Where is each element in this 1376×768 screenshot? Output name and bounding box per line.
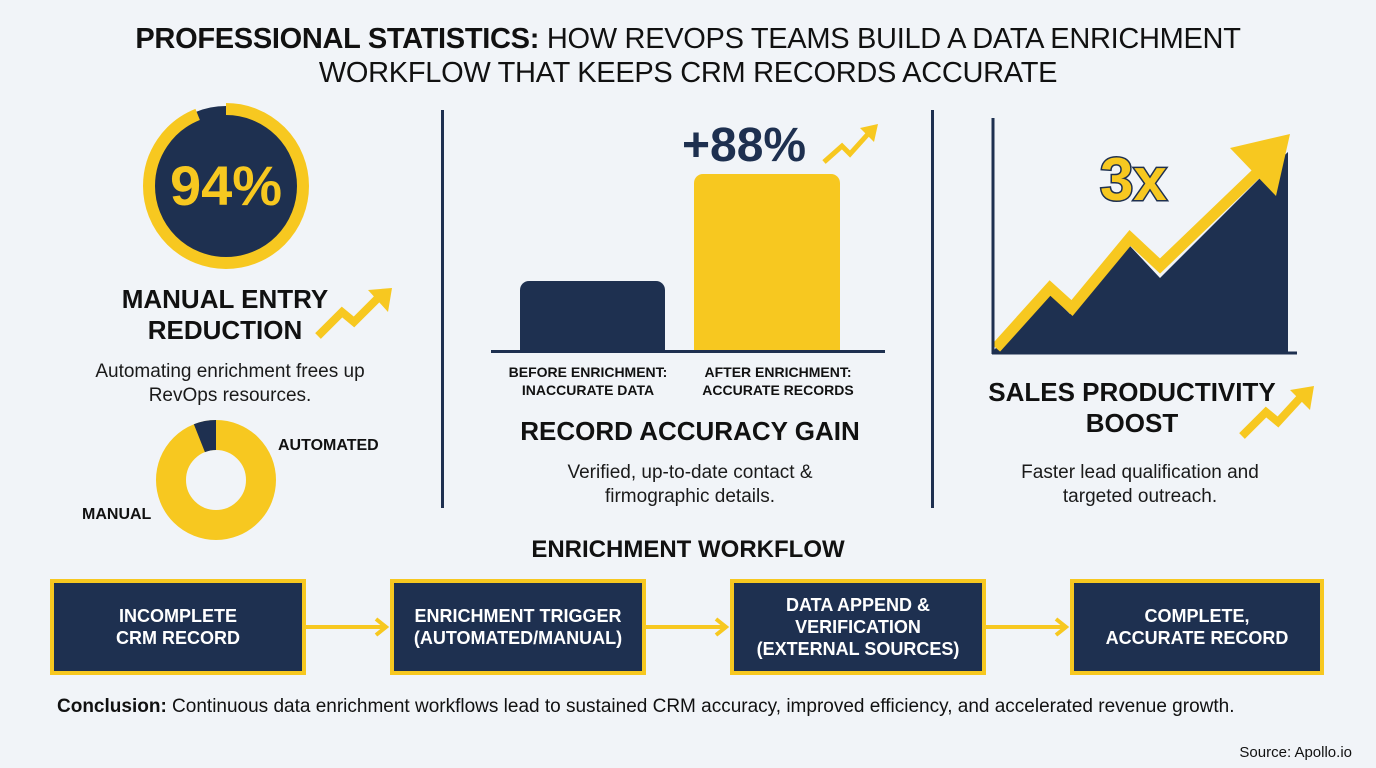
big-stat-88: +88%	[682, 119, 807, 172]
big-stat-3x: 3x	[1099, 145, 1169, 215]
donut-label-manual: MANUAL	[82, 506, 152, 523]
workflow-step-data-append: DATA APPEND & VERIFICATION (EXTERNAL SOU…	[730, 579, 986, 675]
left-heading-line2: REDUCTION	[147, 315, 303, 345]
middle-description-line1: Verified, up-to-date contact &	[567, 462, 813, 483]
middle-heading: RECORD ACCURACY GAIN	[520, 416, 860, 446]
workflow-arrow-icon	[984, 617, 1070, 637]
bar-label-after-line2: ACCURATE RECORDS	[702, 382, 854, 398]
source-credit: Source: Apollo.io	[1239, 744, 1352, 761]
left-description: Automating enrichment frees up RevOps re…	[60, 360, 400, 408]
bar-after	[694, 174, 840, 351]
page-title: PROFESSIONAL STATISTICS: HOW REVOPS TEAM…	[0, 22, 1376, 90]
title-bold: PROFESSIONAL STATISTICS:	[135, 23, 540, 55]
workflow-step-incomplete-record: INCOMPLETE CRM RECORD	[50, 579, 306, 675]
title-line1: HOW REVOPS TEAMS BUILD A DATA ENRICHMENT	[539, 23, 1241, 55]
bar-baseline	[491, 350, 885, 353]
left-description-line1: Automating enrichment frees up	[95, 361, 365, 382]
right-description-line1: Faster lead qualification and	[1021, 462, 1259, 483]
bar-before	[520, 281, 665, 351]
bar-label-after-line1: AFTER ENRICHMENT:	[704, 364, 852, 380]
big-stat-94: 94%	[169, 154, 283, 217]
divider-left	[441, 110, 444, 508]
left-description-line2: RevOps resources.	[148, 385, 312, 406]
workflow-arrow-icon	[644, 617, 730, 637]
bar-label-before: BEFORE ENRICHMENT: INACCURATE DATA	[498, 363, 678, 399]
trend-up-arrow-icon	[822, 124, 878, 164]
conclusion-body: Continuous data enrichment workflows lea…	[166, 696, 1235, 717]
right-description: Faster lead qualification and targeted o…	[960, 461, 1320, 509]
bar-label-before-line2: INACCURATE DATA	[521, 382, 655, 398]
right-heading-line1: SALES PRODUCTIVITY	[988, 377, 1276, 407]
progress-ring-graphic	[143, 103, 309, 269]
right-description-line2: targeted outreach.	[1062, 486, 1218, 507]
workflow-step-enrichment-trigger: ENRICHMENT TRIGGER (AUTOMATED/MANUAL)	[390, 579, 646, 675]
productivity-area-chart	[991, 118, 1297, 355]
conclusion-label: Conclusion:	[57, 696, 167, 717]
left-heading-line1: MANUAL ENTRY	[121, 284, 329, 314]
right-heading: SALES PRODUCTIVITY BOOST	[972, 377, 1292, 439]
divider-right	[931, 110, 934, 508]
workflow-step-complete-record: COMPLETE, ACCURATE RECORD	[1070, 579, 1324, 675]
trend-up-arrow-icon	[1239, 386, 1314, 439]
trend-up-arrow-icon	[315, 288, 392, 339]
left-heading: MANUAL ENTRY REDUCTION	[100, 284, 350, 346]
progress-ring: 94%	[138, 98, 314, 274]
donut-label-automated: AUTOMATED	[278, 437, 379, 454]
right-heading-line2: BOOST	[1085, 408, 1179, 438]
conclusion-text: Conclusion: Continuous data enrichment w…	[57, 696, 1235, 718]
title-line2: WORKFLOW THAT KEEPS CRM RECORDS ACCURATE	[318, 57, 1058, 89]
bar-label-after: AFTER ENRICHMENT: ACCURATE RECORDS	[688, 363, 868, 399]
middle-description-line2: firmographic details.	[604, 486, 776, 507]
workflow-heading: ENRICHMENT WORKFLOW	[531, 536, 845, 563]
workflow-arrow-icon	[304, 617, 390, 637]
bar-label-before-line1: BEFORE ENRICHMENT:	[508, 364, 668, 380]
middle-description: Verified, up-to-date contact & firmograp…	[480, 461, 900, 509]
automation-donut-chart	[156, 420, 276, 540]
